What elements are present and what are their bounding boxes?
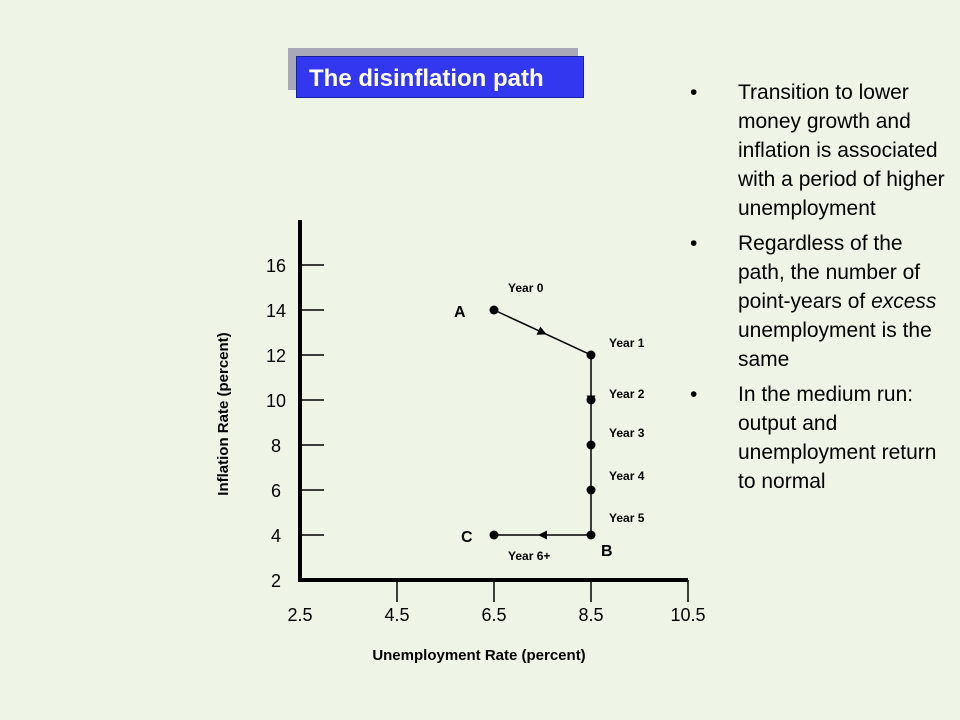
y-tick-label: 10 [266, 391, 286, 411]
x-tick-label: 6.5 [481, 605, 506, 625]
data-point [586, 485, 596, 495]
point-label: Year 2 [609, 387, 645, 401]
y-tick-label: 16 [266, 256, 286, 276]
y-axis-label: Inflation Rate (percent) [215, 332, 232, 495]
y-tick-label: 12 [266, 346, 286, 366]
bullet-text: Transition to lower money growth and inf… [738, 81, 945, 220]
data-point [489, 305, 499, 315]
bullet-dot: • [690, 81, 698, 104]
y-tick-label: 14 [266, 301, 286, 321]
point-label: Year 1 [609, 336, 645, 350]
bullet-text: In the medium run: output and unemployme… [738, 383, 937, 493]
data-point [586, 440, 596, 450]
bullet-dot: • [690, 383, 698, 406]
point-letter-label: A [454, 304, 466, 321]
bullet-list: • Transition to lower money growth and in… [690, 78, 952, 502]
data-point [586, 350, 596, 360]
bullet-text: unemployment is the same [738, 319, 932, 371]
x-tick-label: 8.5 [578, 605, 603, 625]
x-tick-label: 10.5 [670, 605, 705, 625]
bullet-text-emphasis: excess [871, 290, 937, 313]
point-label: Year 3 [609, 426, 645, 440]
x-tick-label: 4.5 [384, 605, 409, 625]
data-point [586, 530, 596, 540]
disinflation-path-line [493, 309, 592, 536]
path-arrow [538, 530, 547, 540]
bullet-text: Regardless of the path, the number of po… [738, 232, 921, 313]
x-tick-label: 2.5 [287, 605, 312, 625]
x-axis-label: Unemployment Rate (percent) [372, 647, 585, 664]
point-label: Year 4 [609, 469, 645, 483]
y-tick-label: 2 [271, 571, 281, 591]
point-label: Year 6+ [508, 549, 550, 563]
bullet-dot: • [690, 232, 698, 255]
point-label: Year 5 [609, 511, 645, 525]
path-arrow [536, 326, 547, 335]
point-label: Year 0 [508, 281, 544, 295]
y-tick-label: 8 [271, 436, 281, 456]
data-point [489, 530, 499, 540]
slide-title: The disinflation path [296, 56, 584, 98]
bullet-item: • Regardless of the path, the number of p… [690, 229, 952, 374]
y-tick-label: 4 [271, 526, 281, 546]
point-letter-label: B [601, 543, 613, 560]
point-letter-label: C [461, 529, 473, 546]
bullet-item: • Transition to lower money growth and in… [690, 78, 952, 223]
y-tick-label: 6 [271, 481, 281, 501]
data-point [586, 395, 596, 405]
bullet-item: • In the medium run: output and unemploym… [690, 380, 952, 496]
